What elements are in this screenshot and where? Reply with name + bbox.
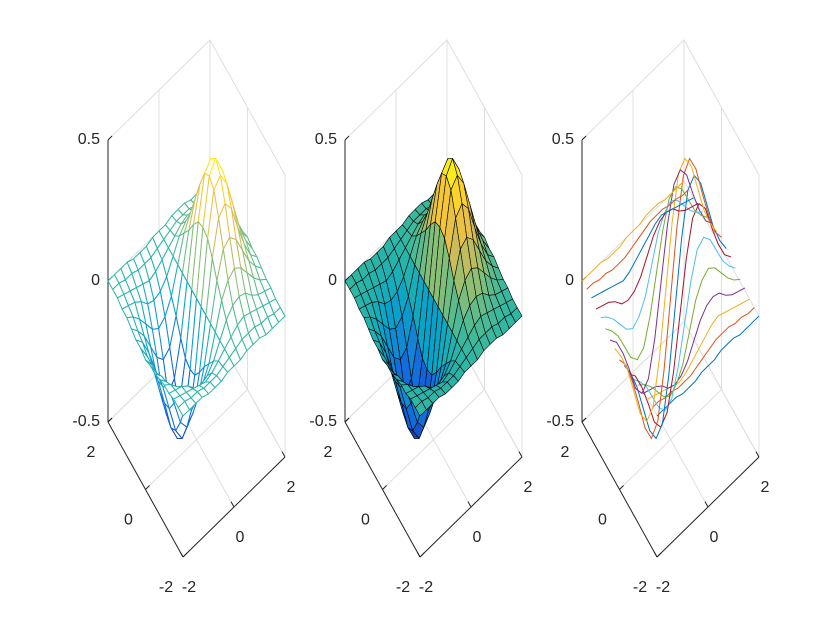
x-tick xyxy=(467,501,472,508)
y-tick-label: 0 xyxy=(361,512,370,529)
x-tick-label: 2 xyxy=(524,479,533,496)
y-tick xyxy=(382,485,387,490)
grid-line xyxy=(581,40,685,423)
x-tick-label: 0 xyxy=(236,529,245,546)
x-tick xyxy=(179,551,184,558)
grid-line xyxy=(382,107,485,490)
x-tick xyxy=(755,451,760,458)
grid-line xyxy=(619,107,722,490)
x-tick-label: -2 xyxy=(182,579,196,596)
x-tick xyxy=(416,551,421,558)
row-line xyxy=(642,287,746,394)
y-tick-label: -2 xyxy=(633,579,647,596)
row-line xyxy=(591,197,694,299)
x-tick xyxy=(230,501,235,508)
grid-line xyxy=(145,107,248,490)
row-line xyxy=(647,298,750,400)
row-line xyxy=(586,189,690,290)
x-tick-label: 0 xyxy=(473,529,482,546)
y-tick xyxy=(619,485,624,490)
y-tick xyxy=(419,552,425,558)
y-tick-label: 2 xyxy=(324,444,333,461)
x-tick-label: -2 xyxy=(656,579,670,596)
y-tick xyxy=(581,417,587,423)
y-tick xyxy=(656,552,662,558)
y-tick xyxy=(344,417,350,423)
z-tick-label: -0.5 xyxy=(72,413,100,430)
x-tick xyxy=(518,451,523,458)
z-tick-label: 0 xyxy=(91,272,100,289)
z-tick-label: 0 xyxy=(565,272,574,289)
y-tick-label: -2 xyxy=(396,579,410,596)
y-tick xyxy=(145,485,150,490)
z-tick-label: -0.5 xyxy=(546,413,574,430)
row-line xyxy=(628,202,732,428)
y-tick-label: 2 xyxy=(87,444,96,461)
surface-patch xyxy=(414,400,427,417)
y-tick-label: 2 xyxy=(561,444,570,461)
mesh-cell xyxy=(177,400,190,417)
z-tick xyxy=(581,135,587,141)
row-line xyxy=(623,174,727,440)
z-tick xyxy=(107,135,113,141)
row-line xyxy=(619,157,722,440)
y-tick-label: 0 xyxy=(124,512,133,529)
y-tick xyxy=(182,552,188,558)
y-tick-label: 0 xyxy=(598,512,607,529)
panel-mesh: -0.5 0 0.5 -2 0 2 -2 0 2 xyxy=(72,39,296,596)
z-tick xyxy=(344,135,350,141)
y-tick-label: -2 xyxy=(159,579,173,596)
x-tick-label: -2 xyxy=(419,579,433,596)
row-line xyxy=(581,180,685,282)
row-line xyxy=(614,157,718,423)
panel-waterfall: -0.5 0 0.5 -2 0 2 -2 0 2 xyxy=(546,39,770,596)
y-tick xyxy=(107,417,113,423)
row-line xyxy=(656,315,760,417)
x-tick xyxy=(704,501,709,508)
z-tick-label: 0 xyxy=(328,272,337,289)
row-line xyxy=(605,186,708,361)
row-line xyxy=(633,236,736,411)
x-tick-label: 0 xyxy=(710,529,719,546)
row-line xyxy=(609,169,713,395)
x-tick xyxy=(653,551,658,558)
z-tick-label: -0.5 xyxy=(309,413,337,430)
z-tick-label: 0.5 xyxy=(315,131,337,148)
x-tick-label: 2 xyxy=(287,479,296,496)
row-line xyxy=(595,203,699,310)
panel-surf: -0.5 0 0.5 -2 0 2 -2 0 2 xyxy=(309,39,533,596)
z-tick-label: 0.5 xyxy=(552,131,574,148)
row-line xyxy=(651,307,755,408)
x-tick-label: 2 xyxy=(761,479,770,496)
row-line xyxy=(600,199,703,330)
z-tick-label: 0.5 xyxy=(78,131,100,148)
x-tick xyxy=(281,451,286,458)
